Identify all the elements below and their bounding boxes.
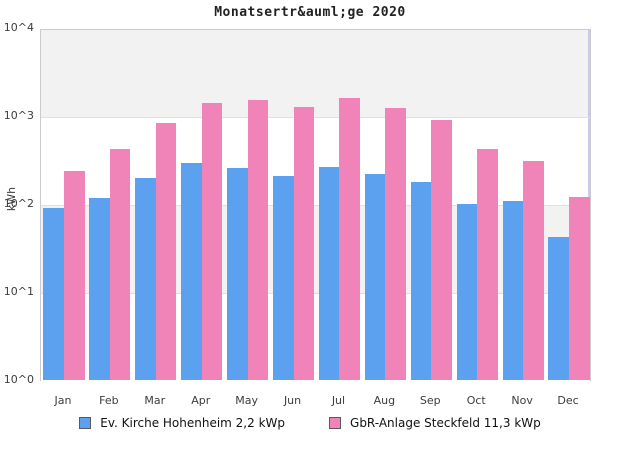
- plot-band: [41, 294, 590, 382]
- y-tick-label: 10^1: [3, 285, 34, 298]
- legend-swatch-blue: [79, 417, 92, 429]
- gridline: [41, 293, 590, 294]
- plot-band: [41, 118, 590, 206]
- x-tick-label: May: [235, 394, 258, 407]
- x-tick-label: Apr: [191, 394, 211, 407]
- y-tick-label: 10^0: [3, 373, 34, 386]
- legend-label-pink: GbR-Anlage Steckfeld 11,3 kWp: [350, 416, 541, 430]
- chart-title: Monatsertr&auml;ge 2020: [214, 5, 406, 20]
- x-tick-label: Feb: [99, 394, 119, 407]
- x-tick-label: Jun: [283, 394, 302, 407]
- legend-entry-blue: Ev. Kirche Hohenheim 2,2 kWp: [79, 416, 285, 430]
- x-tick-label: Mar: [144, 394, 166, 407]
- x-tick-label: Dec: [557, 394, 579, 407]
- legend: Ev. Kirche Hohenheim 2,2 kWp GbR-Anlage …: [0, 416, 620, 430]
- gridline: [41, 205, 590, 206]
- legend-label-blue: Ev. Kirche Hohenheim 2,2 kWp: [100, 416, 286, 430]
- plot-band: [41, 30, 590, 118]
- x-tick-label: Nov: [511, 394, 533, 407]
- y-axis-title: kWh: [5, 186, 18, 212]
- x-tick-label: Aug: [373, 394, 396, 407]
- legend-swatch-pink: [329, 417, 342, 429]
- x-tick-label: Sep: [419, 394, 441, 407]
- legend-entry-pink: GbR-Anlage Steckfeld 11,3 kWp: [329, 416, 541, 430]
- x-tick-label: Jul: [331, 394, 346, 407]
- plot-band: [41, 206, 590, 294]
- x-tick-label: Jan: [54, 394, 72, 407]
- gridline: [41, 117, 590, 118]
- y-tick-label: 10^3: [3, 109, 34, 122]
- y-tick-label: 10^2: [3, 197, 34, 210]
- plot-area: [40, 29, 591, 382]
- x-tick-label: Oct: [466, 394, 486, 407]
- y-tick-label: 10^4: [3, 21, 34, 34]
